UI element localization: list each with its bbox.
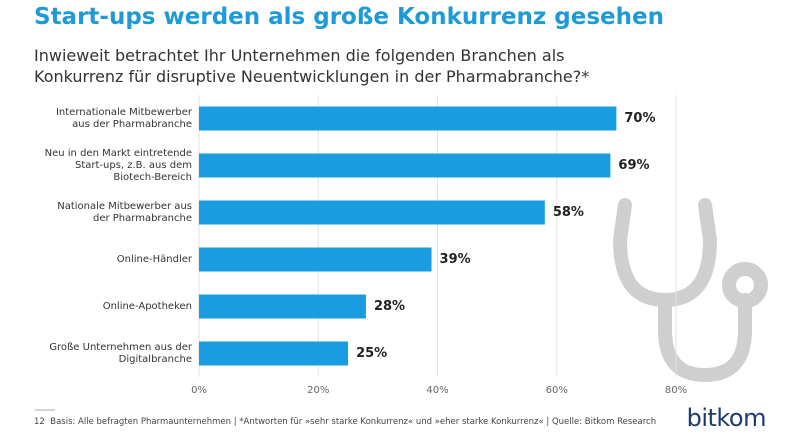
value-label: 28% <box>374 299 405 314</box>
logo: bitkom <box>686 404 767 432</box>
x-tick-label: 80% <box>665 385 687 396</box>
page-number: 12 <box>34 417 45 427</box>
x-tick-label: 40% <box>426 385 448 396</box>
bar <box>199 153 611 178</box>
bar <box>199 247 432 272</box>
footnote-line: 12 Basis: Alle befragten Pharmaunternehm… <box>34 417 656 427</box>
value-label: 58% <box>553 205 584 220</box>
category-label: Neu in den Markt eintretende Start-ups, … <box>44 147 192 183</box>
category-label: Nationale Mitbewerber aus der Pharmabran… <box>57 200 192 224</box>
category-label: Internationale Mitbewerber aus der Pharm… <box>55 106 192 130</box>
bar <box>199 341 349 366</box>
x-tick-label: 60% <box>546 385 568 396</box>
category-label: Große Unternehmen aus der Digitalbranche <box>49 341 192 365</box>
x-tick-label: 20% <box>307 385 329 396</box>
value-label: 70% <box>624 111 655 126</box>
category-label: Online-Händler <box>116 253 192 265</box>
value-label: 69% <box>618 158 649 173</box>
bar <box>199 106 617 131</box>
chart-title: Start-ups werden als große Konkurrenz ge… <box>34 4 665 30</box>
footnote: Basis: Alle befragten Pharmaunternehmen … <box>50 417 657 427</box>
chart-subtitle: Inwieweit betrachtet Ihr Unternehmen die… <box>34 46 590 86</box>
value-label: 25% <box>356 346 387 361</box>
category-label: Online-Apotheken <box>102 300 192 312</box>
x-tick-label: 0% <box>191 385 207 396</box>
bar <box>199 200 545 225</box>
bar <box>199 294 366 319</box>
stethoscope-icon <box>612 198 768 383</box>
value-label: 39% <box>440 252 471 267</box>
